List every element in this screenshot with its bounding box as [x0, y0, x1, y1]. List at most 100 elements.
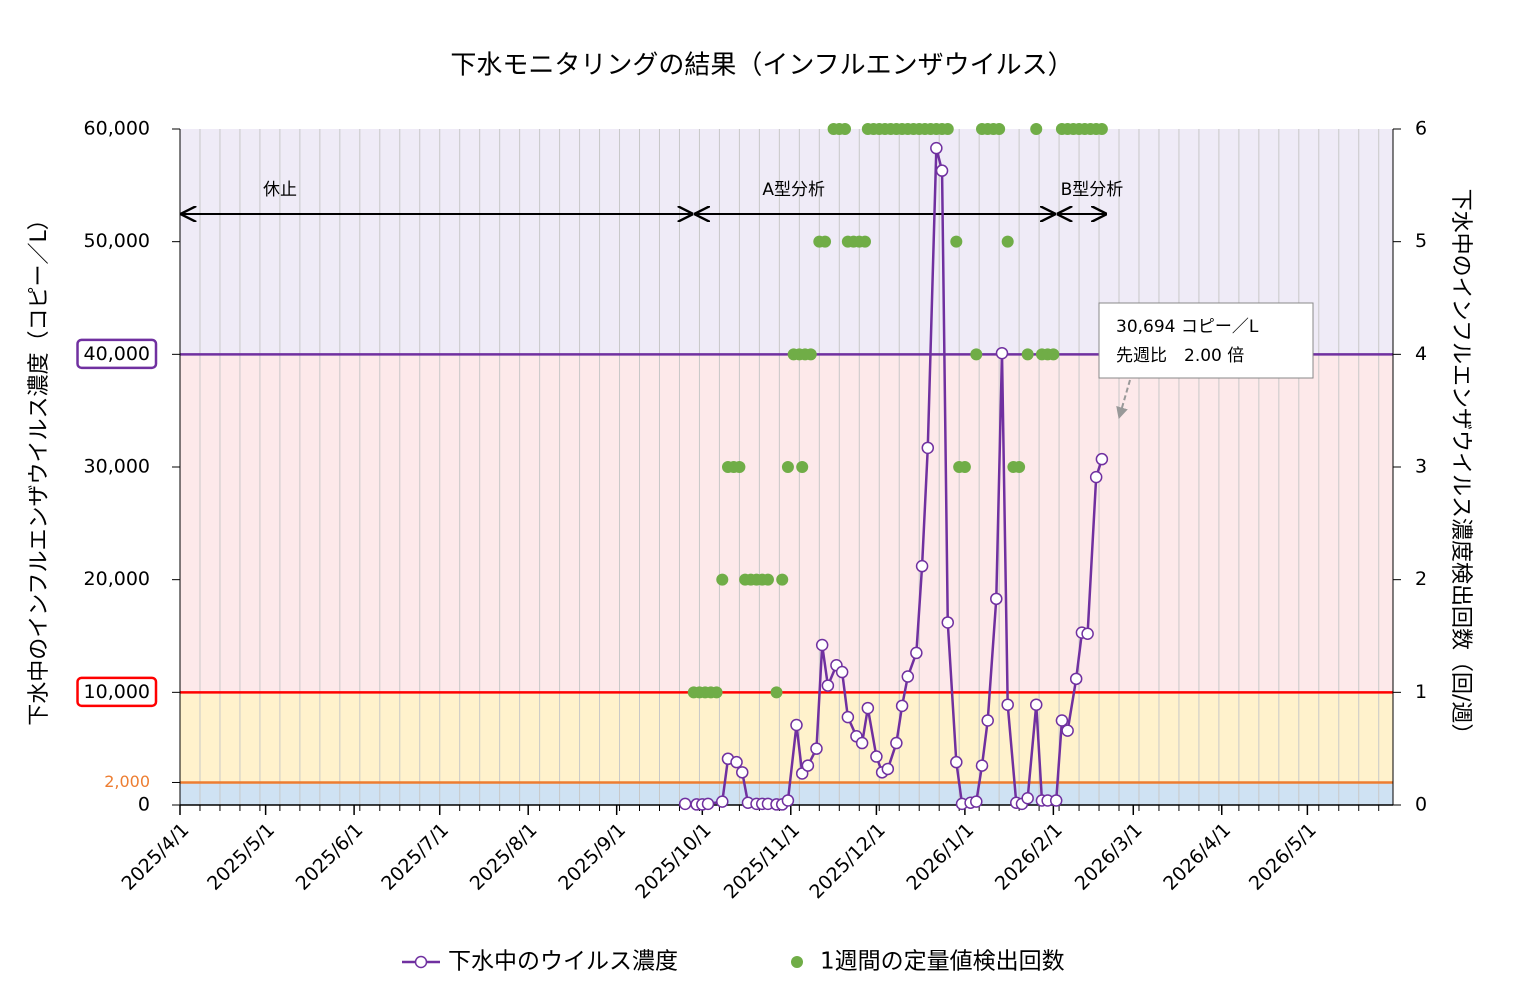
y-tick-label: 0 — [138, 794, 150, 816]
data-point — [841, 710, 855, 724]
scatter-point — [958, 461, 971, 473]
data-point — [975, 759, 989, 772]
data-point — [1061, 724, 1074, 737]
scatter-point — [804, 348, 817, 361]
callout-arrow — [1116, 379, 1131, 420]
x-tick-label: 2025/10/1 — [631, 819, 715, 903]
y-tick-label: 50,000 — [84, 230, 150, 252]
x-tick-label: 2026/4/1 — [1159, 819, 1235, 895]
data-point — [678, 797, 692, 811]
data-point — [895, 699, 909, 713]
data-point — [1069, 672, 1083, 686]
data-point — [915, 559, 929, 573]
period-label: 休止 — [263, 180, 297, 200]
data-point — [1029, 698, 1043, 711]
legend-marker — [414, 955, 428, 969]
data-point — [1049, 794, 1063, 807]
y2-tick-label: 5 — [1415, 230, 1427, 252]
scatter-point — [858, 235, 871, 248]
scatter-point — [941, 123, 954, 135]
scatter-point — [839, 123, 852, 135]
y-tick-label: 30,000 — [84, 456, 150, 478]
y2-tick-label: 3 — [1415, 456, 1427, 478]
data-point — [855, 736, 869, 750]
scatter-point — [710, 686, 723, 699]
data-point — [821, 679, 835, 692]
background-layer — [180, 129, 1393, 811]
y2-tick-label: 4 — [1415, 343, 1427, 365]
data-point — [1081, 627, 1094, 640]
data-point — [1055, 714, 1069, 727]
x-tick-label: 2025/11/1 — [720, 819, 804, 903]
legend-label: 1週間の定量値検出回数 — [820, 949, 1065, 975]
y2-axis-title: 下水中のインフルエンザウイルス濃度検出回数（回/週） — [1448, 189, 1473, 746]
scatter-point — [1021, 348, 1034, 361]
data-point — [701, 797, 715, 811]
scatter-point — [716, 573, 729, 586]
scatter-point — [819, 235, 832, 248]
x-tick-label: 2026/2/1 — [991, 819, 1067, 895]
scatter-point — [781, 461, 794, 473]
legend-label: 下水中のウイルス濃度 — [448, 949, 678, 975]
data-point — [736, 766, 749, 779]
y2-tick-label: 6 — [1415, 118, 1427, 140]
data-point — [810, 742, 823, 755]
data-point — [1089, 470, 1103, 484]
data-point — [815, 638, 829, 652]
scatter-point — [770, 686, 783, 699]
chart-title: 下水モニタリングの結果（インフルエンザウイルス） — [450, 51, 1073, 81]
band — [180, 782, 1393, 805]
y-tick-label: 60,000 — [84, 118, 150, 140]
y-tick-label-box — [76, 338, 158, 370]
data-point — [1021, 791, 1034, 805]
data-point — [910, 646, 923, 660]
x-tick-label: 2026/3/1 — [1071, 819, 1147, 895]
data-point — [921, 441, 935, 455]
scatter-point — [1013, 461, 1026, 473]
data-point — [730, 755, 743, 769]
y-tick-label: 20,000 — [84, 568, 150, 590]
scatter-point — [1001, 235, 1014, 248]
y2-tick-label: 1 — [1415, 681, 1427, 703]
x-tick-label: 2025/12/1 — [805, 819, 889, 903]
data-point — [935, 164, 949, 177]
data-point — [835, 665, 849, 679]
period-label: A型分析 — [762, 180, 825, 200]
y-tick-label-box — [76, 676, 158, 708]
data-point — [981, 714, 994, 727]
band — [180, 692, 1393, 783]
legend-marker — [791, 956, 803, 968]
period-label: B型分析 — [1061, 180, 1124, 200]
x-tick-label: 2025/8/1 — [466, 819, 542, 895]
scatter-point — [761, 573, 774, 586]
data-point — [790, 718, 803, 732]
scatter-point — [970, 348, 983, 361]
data-point — [990, 592, 1003, 606]
x-tick-label: 2025/6/1 — [292, 819, 368, 895]
band — [180, 354, 1393, 693]
scatter-point — [733, 461, 746, 473]
y-tick-label: 10,000 — [84, 681, 150, 703]
data-point — [901, 670, 915, 683]
scatter-point — [796, 461, 809, 473]
scatter-point — [1095, 123, 1108, 135]
data-point — [890, 736, 903, 750]
callout-text: 30,694 コピー／L — [1116, 317, 1259, 337]
data-point — [1095, 452, 1109, 466]
x-tick-label: 2025/5/1 — [203, 819, 279, 895]
data-point — [930, 141, 943, 155]
data-point — [881, 762, 895, 776]
y-axis-title: 下水中のインフルエンザウイルス濃度（コピー／L） — [27, 208, 52, 726]
scatter-point — [1047, 348, 1060, 361]
x-tick-label: 2025/4/1 — [118, 819, 194, 895]
x-tick-label: 2025/7/1 — [377, 819, 453, 895]
data-point — [995, 346, 1009, 360]
callout-text: 先週比 2.00 倍 — [1116, 346, 1244, 366]
y2-tick-label: 2 — [1415, 568, 1427, 590]
data-point — [970, 795, 983, 808]
x-tick-label: 2026/5/1 — [1245, 819, 1321, 895]
data-point — [941, 616, 955, 629]
y2-tick-label: 0 — [1415, 794, 1427, 816]
data-point — [716, 795, 729, 808]
